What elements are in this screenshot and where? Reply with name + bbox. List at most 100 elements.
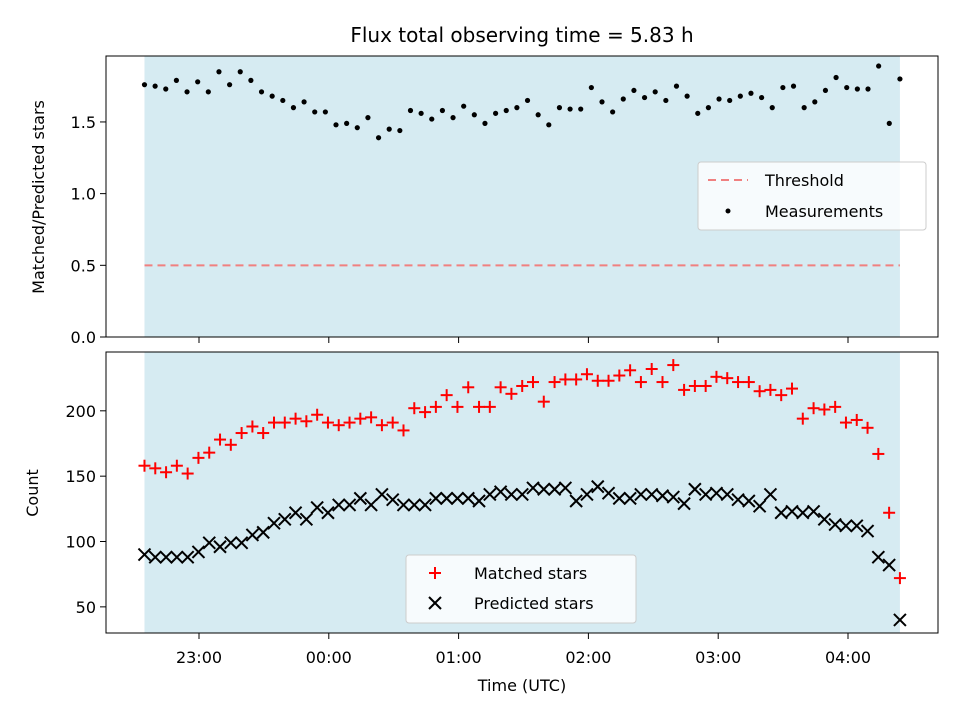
- top-axes-frame: [105, 55, 939, 338]
- matched-star-point: [203, 446, 216, 459]
- predicted-star-point: [839, 519, 853, 533]
- predicted-star-point: [731, 492, 745, 507]
- matched-star-point: [343, 416, 356, 429]
- predicted-star-point: [148, 550, 162, 564]
- predicted-star-point: [310, 500, 324, 515]
- predicted-star-point: [742, 494, 756, 508]
- predicted-star-point: [439, 491, 454, 506]
- matched-legend-marker: [429, 567, 441, 579]
- predicted-star-point: [234, 536, 249, 550]
- predicted-star-point: [677, 496, 691, 511]
- matched-star-point: [138, 459, 151, 472]
- predicted-star-point: [763, 487, 778, 502]
- predicted-star-point: [385, 492, 400, 507]
- x-axis-title: Time (UTC): [477, 676, 566, 695]
- measurement-point: [322, 109, 328, 115]
- measurement-point: [769, 105, 775, 111]
- measurement-point: [716, 96, 722, 102]
- measurement-point: [237, 69, 243, 75]
- matched-star-point: [656, 376, 669, 389]
- matched-star-point: [667, 359, 680, 372]
- measurement-point: [546, 122, 552, 128]
- measurement-point: [610, 109, 616, 115]
- top-legend-box: [697, 161, 927, 231]
- matched-star-point: [386, 416, 399, 429]
- measurement-point: [354, 125, 360, 131]
- measurement-point: [822, 87, 829, 94]
- bottom-y-tick-label: 50: [76, 598, 96, 617]
- predicted-star-point: [806, 504, 821, 519]
- measurement-point: [152, 83, 158, 89]
- measurement-point: [407, 107, 414, 114]
- measurement-point: [163, 86, 169, 92]
- x-tick-label: 01:00: [436, 648, 482, 667]
- measurement-point: [312, 109, 318, 115]
- matched-star-point: [624, 364, 637, 377]
- matched-star-point: [408, 402, 421, 415]
- predicted-star-point: [666, 490, 680, 504]
- measurement-point: [524, 97, 531, 104]
- bottom-y-ticks: 50 100 150 200: [65, 402, 106, 617]
- top-legend: Threshold Measurements: [697, 161, 927, 231]
- matched-star-point: [764, 383, 777, 396]
- measurement-point: [897, 76, 903, 82]
- predicted-star-point: [569, 494, 583, 508]
- predicted-star-point: [882, 558, 896, 572]
- measurement-point: [344, 120, 350, 126]
- measurement-point: [588, 84, 594, 91]
- predicted-star-point: [504, 487, 519, 502]
- matched-star-point: [375, 419, 388, 432]
- measurement-point: [269, 93, 275, 99]
- matched-star-point: [419, 406, 432, 419]
- bottom-legend-box: [405, 554, 637, 624]
- measurement-point: [141, 82, 148, 88]
- matched-star-point: [267, 416, 280, 429]
- matched-star-point: [883, 506, 896, 519]
- measurement-point: [471, 112, 477, 118]
- predicted-star-point: [267, 516, 281, 530]
- measurement-point: [418, 110, 424, 116]
- predicted-star-point: [202, 536, 216, 550]
- predicted-star-point: [796, 506, 810, 520]
- top-y-ticks: 0.0 0.5 1.0 1.5: [71, 113, 106, 347]
- predicted-star-point: [159, 550, 173, 564]
- matched-star-point: [602, 374, 615, 387]
- matched-legend-label: Matched stars: [474, 564, 587, 583]
- measurement-point: [663, 97, 669, 104]
- measurement-point: [631, 87, 637, 94]
- matched-star-point: [332, 419, 345, 432]
- predicted-star-point: [364, 498, 378, 512]
- bottom-panel: 50 100 150 200 23:00 00:00 01:00 02:00 03:00 04:…: [23, 351, 939, 695]
- measurement-point: [301, 99, 307, 105]
- matched-star-point: [872, 447, 885, 460]
- matched-star-point: [807, 402, 820, 415]
- matched-star-point: [850, 413, 863, 426]
- matched-star-point: [710, 370, 723, 383]
- matched-star-point: [839, 416, 852, 429]
- measurement-point: [333, 122, 339, 128]
- predicted-star-point: [353, 491, 368, 506]
- predicted-star-point: [871, 550, 886, 564]
- measurement-point: [482, 120, 488, 126]
- measurement-point: [195, 79, 201, 85]
- predicted-star-point: [256, 525, 270, 540]
- matched-star-point: [861, 421, 874, 434]
- measurement-point: [844, 84, 850, 91]
- measurement-point: [290, 105, 297, 111]
- predicted-star-point: [612, 491, 627, 506]
- matched-star-point: [818, 403, 831, 416]
- predicted-star-point: [429, 491, 443, 506]
- matched-star-point: [634, 376, 647, 389]
- predicted-star-point: [785, 504, 799, 519]
- predicted-star-point: [547, 482, 562, 496]
- predicted-star-point: [526, 481, 540, 495]
- measurement-point: [759, 94, 765, 101]
- matched-star-point: [742, 376, 755, 389]
- matched-star-point: [645, 362, 658, 375]
- predicted-star-point: [817, 512, 832, 527]
- matched-star-point: [829, 400, 842, 413]
- measurement-point: [801, 105, 807, 111]
- predicted-star-point: [752, 499, 767, 513]
- predicted-star-point: [720, 487, 734, 502]
